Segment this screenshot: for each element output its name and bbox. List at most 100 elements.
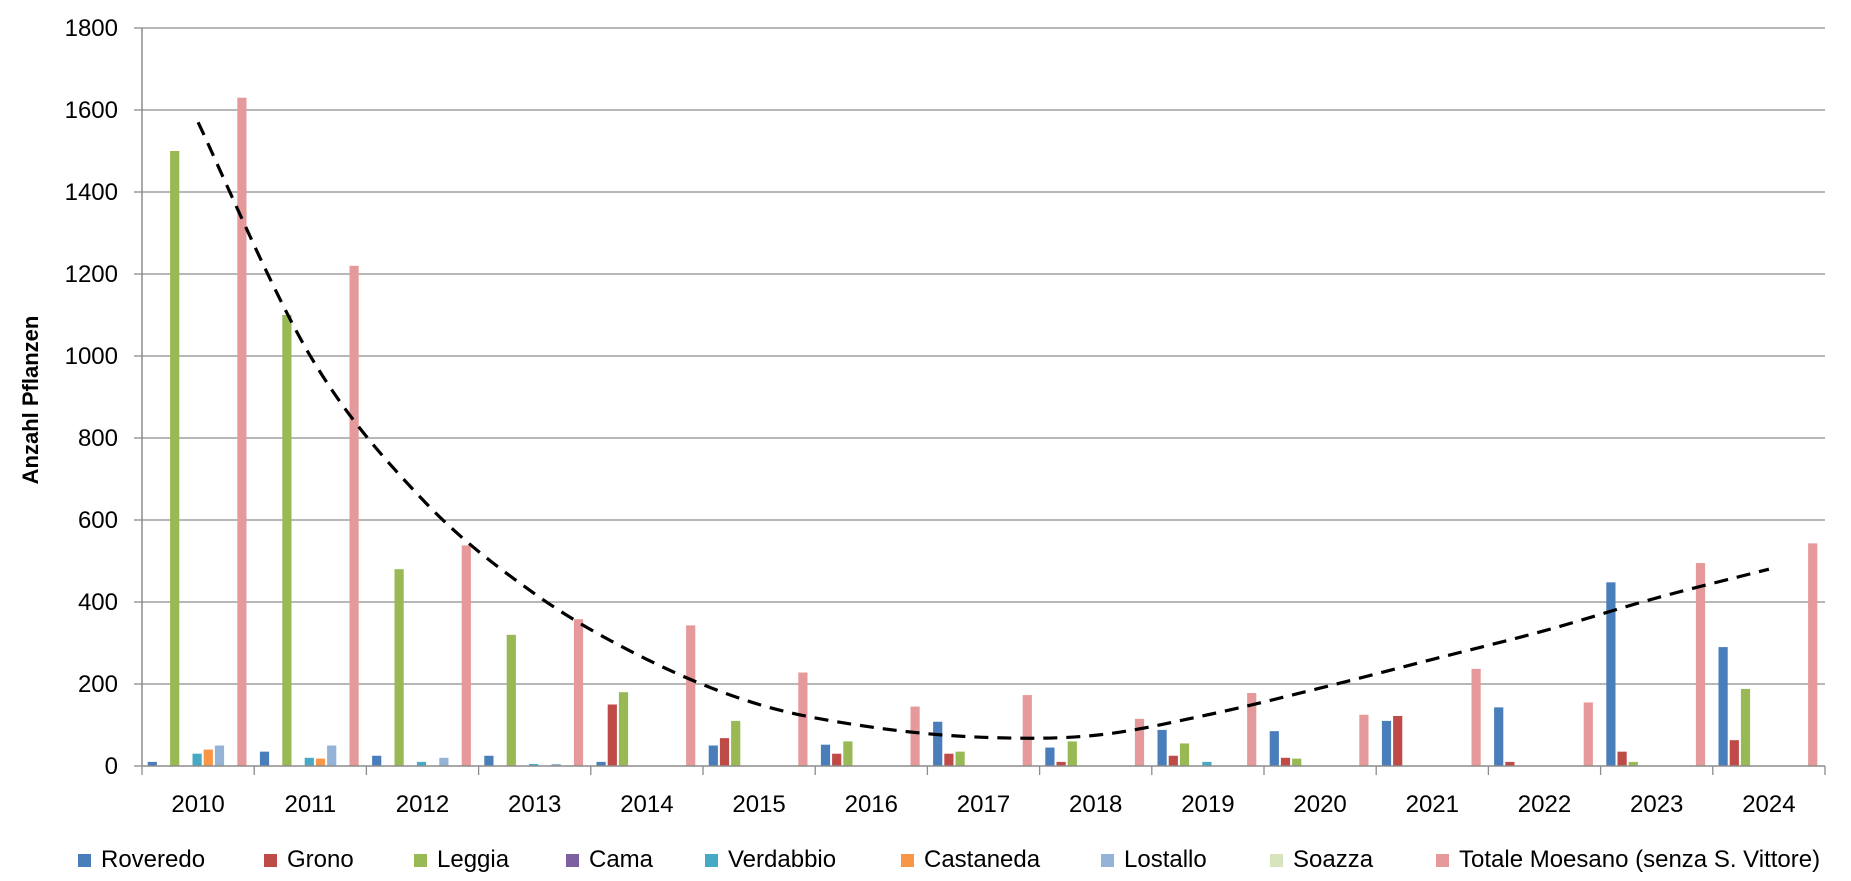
bar: [282, 315, 292, 766]
legend-label: Verdabbio: [728, 846, 837, 873]
bar: [484, 755, 494, 766]
legend-swatch: [1101, 853, 1114, 867]
bars: [147, 97, 1818, 766]
bar: [394, 569, 404, 766]
bar: [1740, 688, 1751, 766]
legend-swatch: [705, 853, 718, 867]
x-tick-label: 2017: [957, 791, 1010, 818]
gridlines: [142, 27, 1825, 685]
bar: [551, 763, 561, 766]
bar: [1157, 729, 1167, 766]
bar: [944, 753, 954, 766]
bar: [1045, 747, 1055, 766]
bar: [686, 625, 696, 766]
bar: [1022, 695, 1032, 766]
bar: [1179, 743, 1190, 766]
y-tick-label: 0: [105, 753, 118, 780]
y-tick-label: 1000: [65, 343, 118, 370]
bar: [798, 672, 808, 766]
x-tick-label: 2016: [845, 791, 898, 818]
x-tick-label: 2022: [1518, 791, 1571, 818]
bar: [315, 758, 326, 766]
bar: [1056, 761, 1066, 766]
trendline: [196, 121, 1770, 740]
bar: [1168, 755, 1178, 766]
legend-item: Soazza: [1270, 842, 1373, 878]
bar: [719, 738, 730, 766]
bar: [1381, 720, 1392, 766]
legend-item: Lostallo: [1101, 842, 1207, 878]
bar: [529, 763, 539, 766]
bar: [596, 761, 606, 766]
x-tick-label: 2012: [396, 791, 449, 818]
y-tick-label: 1200: [65, 261, 118, 288]
y-axis-ticks: 0 200 400 600 800 1000 1200 1400 1600 1800: [65, 15, 142, 780]
bar: [573, 619, 584, 766]
trendline-path: [196, 121, 1770, 740]
x-tick-label: 2013: [508, 791, 561, 818]
bar: [1471, 668, 1481, 766]
bar: [910, 706, 920, 766]
bar: [843, 741, 853, 766]
bar: [731, 720, 741, 766]
bar: [203, 749, 213, 766]
bar: [1202, 761, 1212, 766]
bar: [461, 545, 471, 766]
legend-swatch: [264, 853, 277, 867]
bar: [237, 97, 247, 766]
bar: [416, 761, 427, 766]
bar: [1292, 758, 1302, 766]
bar: [439, 757, 449, 766]
x-axis-ticks: 2010 2011 2012 2013 2014 2015 2016 2017 2018 2019…: [141, 766, 1826, 818]
legend-swatch: [566, 853, 579, 867]
legend-label: Totale Moesano (senza S. Vittore): [1459, 846, 1821, 873]
y-tick-label: 200: [78, 671, 118, 698]
legend-swatch: [1270, 853, 1283, 867]
bar: [1359, 714, 1369, 766]
bar: [1808, 543, 1818, 766]
x-tick-label: 2023: [1630, 791, 1683, 818]
legend-swatch: [1436, 853, 1449, 867]
axes: [141, 28, 1825, 767]
legend-label: Cama: [589, 846, 654, 873]
bar: [708, 745, 718, 766]
bar: [1247, 693, 1257, 766]
legend-item: Leggia: [414, 842, 509, 878]
legend-item: Grono: [264, 842, 354, 878]
y-tick-label: 1400: [65, 179, 118, 206]
legend-swatch: [901, 853, 914, 867]
x-tick-label: 2010: [171, 791, 224, 818]
y-tick-label: 800: [78, 425, 118, 452]
legend-label: Roveredo: [101, 846, 206, 873]
bar: [170, 151, 180, 766]
legend-item: Cama: [566, 842, 653, 878]
bar: [1583, 702, 1593, 766]
bar: [349, 265, 359, 766]
legend-label: Castaneda: [924, 846, 1041, 873]
bar: [192, 753, 202, 766]
x-tick-label: 2014: [620, 791, 673, 818]
legend-label: Leggia: [437, 846, 510, 873]
x-tick-label: 2015: [732, 791, 785, 818]
y-axis-label: Anzahl Pflanzen: [18, 316, 43, 485]
legend-label: Grono: [287, 846, 354, 873]
legend-label: Lostallo: [1124, 846, 1207, 873]
legend-item: Castaneda: [901, 842, 1040, 878]
legend-label: Soazza: [1293, 846, 1374, 873]
y-tick-label: 600: [78, 507, 118, 534]
bar: [1628, 761, 1638, 766]
y-tick-label: 1800: [65, 15, 118, 42]
bar: [832, 753, 842, 766]
bar: [1617, 751, 1627, 766]
legend-item: Totale Moesano (senza S. Vittore): [1436, 842, 1820, 878]
bar: [820, 744, 831, 766]
bar: [607, 704, 617, 766]
bar: [214, 745, 225, 766]
x-tick-label: 2021: [1406, 791, 1459, 818]
x-tick-label: 2011: [284, 791, 336, 818]
y-tick-label: 400: [78, 589, 118, 616]
bar: [1393, 715, 1403, 766]
bar: [1505, 761, 1515, 766]
bar: [933, 721, 943, 766]
